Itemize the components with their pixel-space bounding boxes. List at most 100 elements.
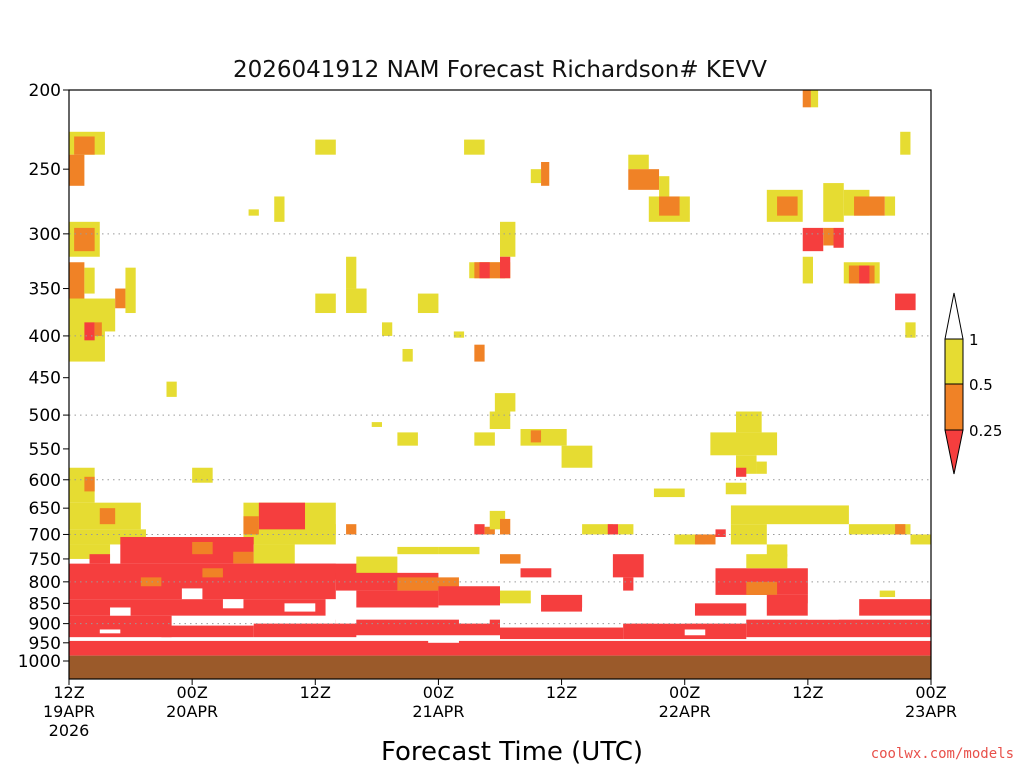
ri-cell-yellow xyxy=(453,331,465,338)
y-tick-label: 400 xyxy=(29,327,61,347)
ri-cell-red xyxy=(694,603,747,616)
ri-shaded-cells xyxy=(69,90,931,656)
x-tick-label: 19APR xyxy=(43,702,95,721)
ri-cell-yellow xyxy=(464,139,485,155)
ri-cell-yellow xyxy=(500,590,531,604)
ri-gap xyxy=(284,603,316,612)
y-tick-label: 850 xyxy=(29,594,61,614)
ri-cell-orange xyxy=(659,196,680,216)
y-tick-label: 200 xyxy=(29,81,61,101)
ri-gap xyxy=(684,629,706,636)
ri-cell-orange xyxy=(500,518,511,535)
ri-cell-red xyxy=(623,577,634,591)
ri-cell-yellow xyxy=(746,554,788,569)
ri-cell-orange xyxy=(694,534,716,545)
ri-gap xyxy=(376,607,418,618)
ri-cell-red xyxy=(258,502,306,530)
ri-gap xyxy=(520,615,542,626)
ri-cell-orange xyxy=(74,227,95,252)
ri-cell-yellow xyxy=(494,393,516,412)
ri-cell-red xyxy=(84,322,95,341)
ri-cell-orange xyxy=(84,476,95,492)
ri-cell-orange xyxy=(94,322,102,336)
ri-cell-orange xyxy=(202,568,223,578)
ri-cell-orange xyxy=(99,508,116,525)
ri-cell-yellow xyxy=(381,322,393,336)
ri-cell-red xyxy=(715,529,726,537)
ri-cell-yellow xyxy=(659,176,670,197)
y-axis: 200 250 300 350 400 450 500 550 600 650 700 750 8008… xyxy=(18,81,69,672)
ri-cell-yellow xyxy=(253,544,295,564)
legend-label: 0.5 xyxy=(969,376,993,394)
ri-gap xyxy=(653,611,685,624)
ri-cell-yellow xyxy=(315,293,336,314)
ri-cell-orange xyxy=(777,196,798,216)
y-tick-label: 700 xyxy=(29,525,61,545)
ri-cell-yellow xyxy=(474,432,495,446)
ri-cell-red xyxy=(859,599,931,616)
ri-cell-orange xyxy=(500,554,521,564)
ri-cell-yellow xyxy=(736,411,762,433)
ri-cell-red xyxy=(69,640,931,656)
ri-cell-yellow xyxy=(879,590,896,598)
watermark-credit: coolwx.com/models xyxy=(870,746,1014,762)
ri-cell-yellow xyxy=(166,381,177,397)
ri-cell-red xyxy=(438,586,500,606)
ri-cell-yellow xyxy=(628,154,649,170)
y-tick-label: 350 xyxy=(29,280,61,300)
x-tick-label: 22APR xyxy=(659,702,711,721)
y-tick-label: 300 xyxy=(29,225,61,245)
ri-cell-yellow xyxy=(730,505,849,525)
legend-label: 1 xyxy=(969,331,979,349)
ri-gap xyxy=(99,629,121,634)
ri-cell-orange xyxy=(530,430,542,443)
ri-cell-red xyxy=(69,599,326,616)
legend-swatch-above-1 xyxy=(944,292,964,340)
y-tick-label: 1000 xyxy=(18,652,61,672)
ri-cell-yellow xyxy=(356,556,398,578)
ri-cell-yellow xyxy=(730,524,767,545)
ri-cell-orange xyxy=(115,288,126,309)
ri-cell-yellow xyxy=(489,411,511,429)
x-tick-label: 21APR xyxy=(412,702,464,721)
ri-cell-red xyxy=(833,227,844,248)
ri-cell-yellow xyxy=(346,288,367,314)
ri-gap xyxy=(458,611,490,624)
ri-cell-orange xyxy=(746,581,778,595)
ri-cell-red xyxy=(69,615,172,638)
x-tick-label: 20APR xyxy=(166,702,218,721)
x-tick-label: 12Z xyxy=(300,683,331,702)
ri-cell-yellow xyxy=(371,422,382,427)
ri-gap xyxy=(335,611,357,624)
ri-cell-orange xyxy=(474,344,485,362)
y-tick-label: 800 xyxy=(29,573,61,593)
ri-cell-yellow xyxy=(325,524,336,535)
ri-cell-yellow xyxy=(618,524,634,535)
ri-cell-yellow xyxy=(802,256,813,284)
legend-label: 0.25 xyxy=(969,422,1002,440)
x-tick-label: 00Z xyxy=(915,683,946,702)
ri-gap xyxy=(807,603,839,620)
ri-cell-red xyxy=(895,293,916,311)
x-tick-label: 12Z xyxy=(53,683,84,702)
ri-cell-yellow xyxy=(248,209,259,216)
ri-cell-red xyxy=(89,554,111,564)
ri-cell-yellow xyxy=(710,432,778,456)
x-tick-label: 00Z xyxy=(669,683,700,702)
x-tick-label: 00Z xyxy=(423,683,454,702)
x-tick-label: 12Z xyxy=(792,683,823,702)
y-tick-label: 650 xyxy=(29,499,61,519)
ri-cell-yellow xyxy=(438,546,480,555)
ri-cell-red xyxy=(474,524,485,535)
ri-cell-red xyxy=(161,625,254,638)
ri-cell-yellow xyxy=(582,524,613,535)
ri-cell-orange xyxy=(802,90,811,108)
ri-cell-orange xyxy=(346,524,357,535)
ri-cell-yellow xyxy=(84,267,95,294)
ri-cell-yellow xyxy=(500,221,516,257)
ri-cell-yellow xyxy=(561,445,593,468)
ri-cell-red xyxy=(120,536,254,564)
ri-gap xyxy=(222,599,244,609)
plot-frame xyxy=(68,89,932,680)
